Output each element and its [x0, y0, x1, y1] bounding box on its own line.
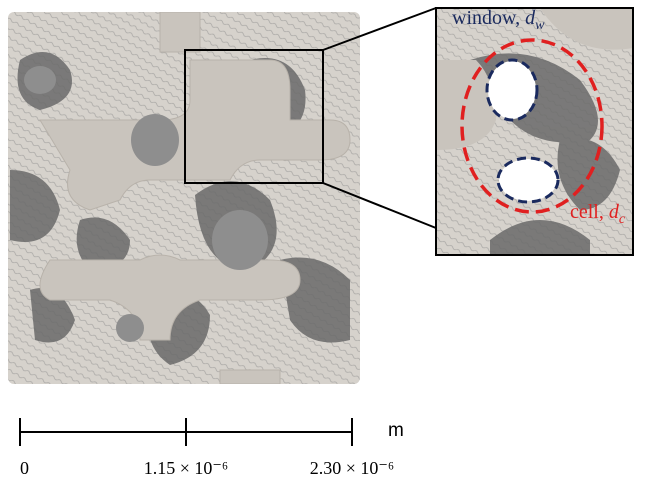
scale-tick-label: 0 [20, 458, 29, 478]
zoom-connector [322, 7, 437, 51]
window-outline [485, 58, 539, 122]
zoom-connector [322, 182, 437, 229]
annotation-subscript: c [619, 212, 626, 227]
annotation-label: cell, [570, 201, 604, 223]
zoom-box [184, 49, 324, 184]
window-annotation: window, dw [452, 7, 545, 33]
annotation-subscript: w [535, 18, 545, 33]
foam-render [8, 12, 360, 384]
cell-outline [460, 38, 604, 214]
scale-tick-label: 2.30 × 10⁻⁶ [310, 458, 394, 478]
scale-unit: m [388, 420, 404, 441]
annotation-label: window, [452, 7, 520, 29]
annotation-symbol: d [609, 201, 620, 223]
zoom-inset [436, 8, 633, 255]
window-outline [496, 156, 560, 204]
scale-tick-label: 1.15 × 10⁻⁶ [144, 458, 228, 478]
annotation-symbol: d [525, 7, 536, 29]
cell-annotation: cell, dc [570, 201, 626, 227]
inset-frame [435, 7, 634, 256]
scale-bar: 0 1.15 × 10⁻⁶ 2.30 × 10⁻⁶ [19, 418, 394, 478]
